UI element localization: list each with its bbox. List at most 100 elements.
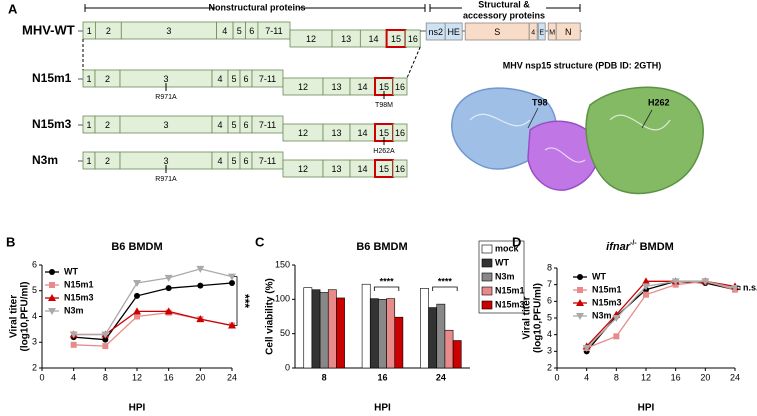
legend-label: N3m <box>592 310 612 320</box>
segment-label: 7-11 <box>259 120 276 130</box>
segment-label: M <box>549 29 555 36</box>
y-tick-label: 2 <box>547 362 552 372</box>
segment-label: 15 <box>379 164 389 174</box>
panel-label: B <box>6 234 15 249</box>
x-tick-label: 24 <box>730 372 740 382</box>
legend-swatch <box>481 272 493 282</box>
sig-label: **** <box>438 276 453 286</box>
segment-label: 3 <box>166 26 171 36</box>
marker <box>197 282 204 289</box>
y-axis-label: Viral titer <box>522 296 533 339</box>
bar <box>303 287 313 369</box>
x-tick-label: 20 <box>195 372 205 382</box>
marker <box>731 285 739 292</box>
chart-title: B6 BMDM <box>111 241 162 253</box>
bar <box>369 298 379 369</box>
sig-bracket <box>737 285 741 291</box>
chart-title: ifnar-/- BMDM <box>606 240 674 253</box>
segment-label: 14 <box>357 164 367 174</box>
segment-label: 16 <box>408 34 418 44</box>
segment-label: 4 <box>531 29 535 36</box>
segment-label: 3 <box>163 120 168 130</box>
header: accessory proteins <box>463 10 545 20</box>
segment-label: 7-11 <box>259 74 276 84</box>
domain-green <box>585 86 704 195</box>
y-axis-label: (log10,PFU/ml) <box>20 281 31 351</box>
segment-label: 4 <box>217 156 222 166</box>
marker <box>48 294 56 301</box>
legend-label: N15m1 <box>64 279 94 289</box>
segment-label: 12 <box>298 82 308 92</box>
segment-label: 7-11 <box>265 26 282 36</box>
y-tick-label: 8 <box>547 262 552 272</box>
segment-label: 2 <box>105 156 110 166</box>
bar <box>428 307 438 369</box>
marker <box>612 315 621 322</box>
y-axis-label: Viral titer <box>9 295 20 338</box>
y-tick-label: 5 <box>32 285 37 295</box>
mutation-label: R971A <box>155 176 177 183</box>
segment-label: 13 <box>331 128 341 138</box>
segment-label: 14 <box>357 82 367 92</box>
bar <box>444 329 454 369</box>
marker <box>49 269 55 275</box>
sig-label: n.s. <box>743 282 757 292</box>
marker <box>577 287 583 293</box>
bar <box>311 289 321 369</box>
bar <box>436 303 446 369</box>
sig-bracket <box>432 286 458 291</box>
title-part: ifnar <box>606 241 631 253</box>
y-tick-label: 150 <box>275 259 290 269</box>
legend-label: N15m1 <box>592 284 622 294</box>
bar <box>420 288 429 369</box>
segment-label: 16 <box>395 82 405 92</box>
marker <box>49 282 55 288</box>
marker <box>102 343 109 350</box>
marker <box>642 283 650 291</box>
marker <box>576 299 584 306</box>
legend-label: N3m <box>64 305 84 315</box>
y-axis-label: (log10,PFU/ml) <box>533 283 544 353</box>
sig-bracket <box>373 286 400 291</box>
segment-label: 12 <box>298 164 308 174</box>
x-tick-label: 12 <box>132 372 142 382</box>
x-tick-label: 0 <box>554 372 559 382</box>
segment-label: 13 <box>331 82 341 92</box>
x-tick-label: 8 <box>322 372 327 382</box>
marker <box>576 313 584 320</box>
segment-label: 5 <box>231 74 236 84</box>
marker <box>70 341 77 348</box>
sig-label: **** <box>380 276 395 286</box>
marker <box>229 280 235 287</box>
segment-label: 4 <box>217 120 222 130</box>
marker <box>642 277 650 285</box>
segment-label: 13 <box>331 164 341 174</box>
series-line <box>73 268 233 336</box>
series-line <box>73 311 233 347</box>
x-tick-label: 20 <box>700 372 710 382</box>
x-tick-label: 8 <box>103 372 108 382</box>
x-tick-label: 4 <box>71 372 76 382</box>
x-axis-label: HPI <box>129 403 146 414</box>
segment-label: 5 <box>237 26 242 36</box>
segment-label: 15 <box>391 34 401 44</box>
y-tick-label: 6 <box>32 259 37 269</box>
title-part: BMDM <box>640 241 674 253</box>
segment-label: ns2 <box>428 27 443 37</box>
x-tick-label: 16 <box>671 372 681 382</box>
segment <box>555 22 581 41</box>
segment-label: 3 <box>163 156 168 166</box>
x-tick-label: 16 <box>377 372 387 382</box>
segment-label: 1 <box>86 156 91 166</box>
segment-label: 12 <box>306 34 316 44</box>
segment-label: 5 <box>231 120 236 130</box>
structure-label: H262 <box>648 97 670 107</box>
structure-title: MHV nsp15 structure (PDB ID: 2GTH) <box>503 60 662 70</box>
chart-title: B6 BMDM <box>356 241 407 253</box>
helix-detail <box>469 113 671 163</box>
y-tick-label: 4 <box>32 311 37 321</box>
legend-label: N15m1 <box>495 285 525 295</box>
segment <box>392 77 408 96</box>
pointer <box>641 109 653 129</box>
y-tick-label: 2 <box>32 362 37 372</box>
